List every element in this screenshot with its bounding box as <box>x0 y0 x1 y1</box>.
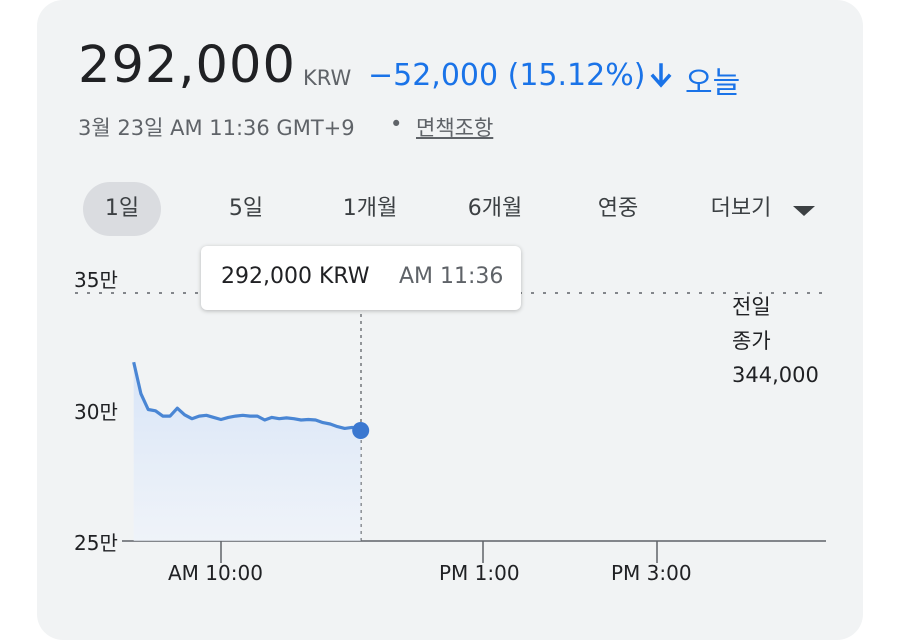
tab-1-month[interactable]: 1개월 <box>342 196 398 221</box>
previous-close-line1: 전일 <box>732 295 771 319</box>
chevron-down-icon[interactable] <box>792 204 816 218</box>
current-price: 292,000 <box>78 36 296 95</box>
tab-ytd[interactable]: 연중 <box>597 196 639 221</box>
current-point <box>352 422 370 439</box>
tooltip-time: AM 11:36 <box>399 264 504 289</box>
price-line <box>132 361 362 433</box>
currency-label: KRW <box>303 66 352 90</box>
price-chart[interactable] <box>0 0 900 620</box>
period-label: 오늘 <box>685 66 741 101</box>
y-tick-label: 30만 <box>74 400 118 424</box>
arrow-down-icon <box>650 63 672 88</box>
y-tick-label: 25만 <box>74 531 118 555</box>
x-tick-label: PM 1:00 <box>439 561 520 585</box>
y-tick-label: 35만 <box>74 268 118 292</box>
tab-5-days[interactable]: 5일 <box>228 196 264 221</box>
chart-tooltip: 292,000 KRW AM 11:36 <box>201 246 521 310</box>
separator-dot: • <box>390 112 403 136</box>
tooltip-price: 292,000 KRW <box>221 264 370 289</box>
x-tick-label: AM 10:00 <box>168 561 263 585</box>
tab-6-months[interactable]: 6개월 <box>467 196 523 221</box>
previous-close-line2: 종가 <box>732 329 771 353</box>
previous-close-value: 344,000 <box>732 363 819 387</box>
disclaimer-link[interactable]: 면책조항 <box>416 116 494 140</box>
price-area-fill <box>133 362 361 541</box>
x-tick-label: PM 3:00 <box>611 561 692 585</box>
quote-timestamp: 3월 23일 AM 11:36 GMT+9 <box>78 116 355 140</box>
tab-more[interactable]: 더보기 <box>710 196 772 221</box>
previous-close-label: 전일 종가 344,000 <box>732 290 819 392</box>
price-change: −52,000 (15.12%) <box>368 58 646 93</box>
tab-1-day[interactable]: 1일 <box>83 182 161 236</box>
